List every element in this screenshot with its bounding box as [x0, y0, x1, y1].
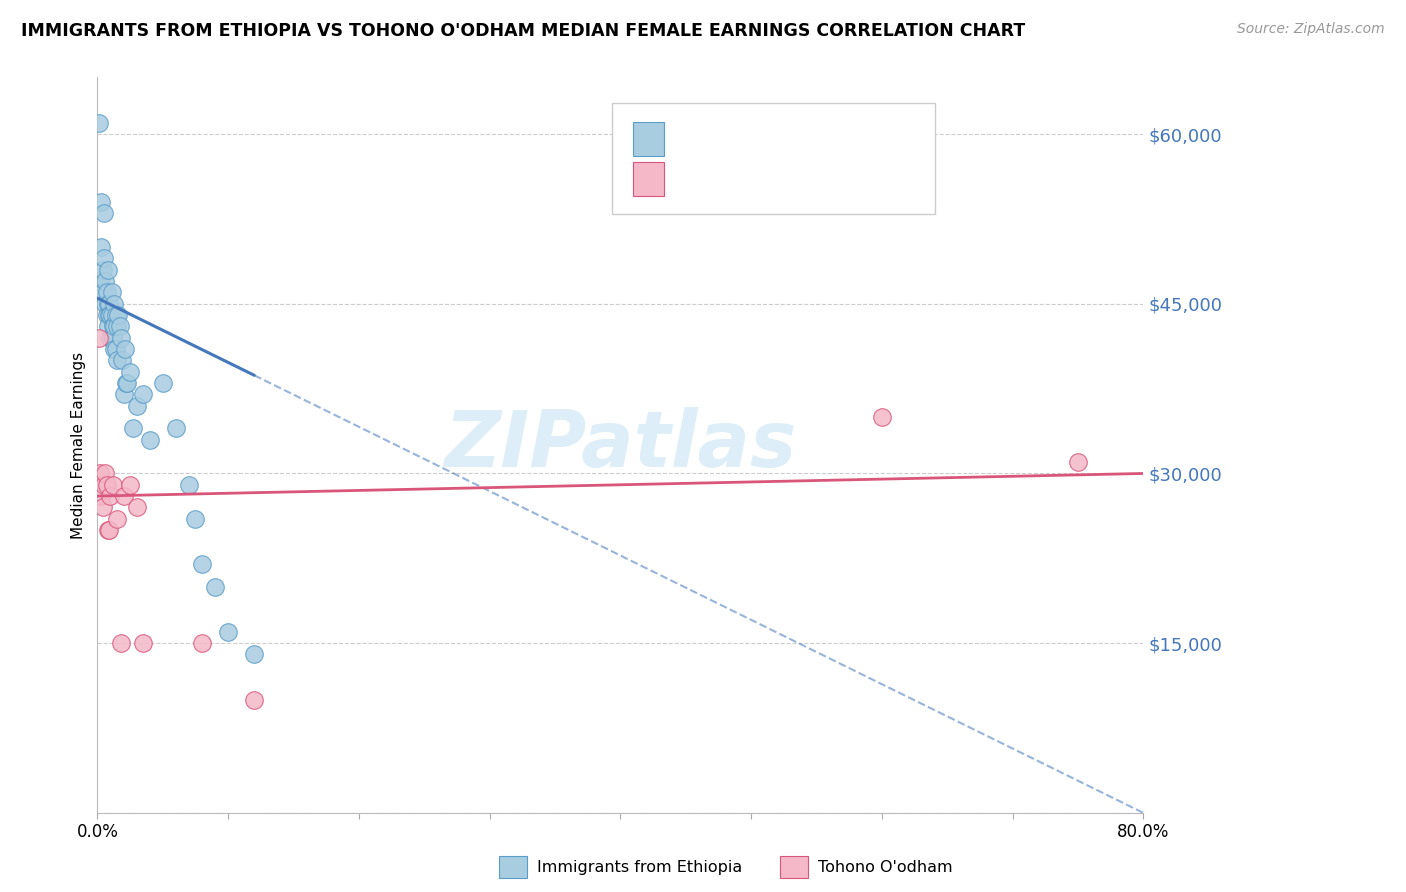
Point — [117, 376, 139, 390]
Point — [91, 285, 114, 300]
Point — [138, 433, 160, 447]
Point — [87, 116, 110, 130]
Point — [217, 624, 239, 639]
Y-axis label: Median Female Earnings: Median Female Earnings — [72, 351, 86, 539]
Point — [103, 342, 125, 356]
Point — [89, 274, 111, 288]
Text: Tohono O'odham: Tohono O'odham — [818, 860, 953, 874]
Point — [89, 467, 111, 481]
Point — [101, 319, 124, 334]
Point — [1067, 455, 1090, 469]
Point — [91, 262, 114, 277]
Point — [100, 331, 122, 345]
Point — [98, 308, 121, 322]
Point — [104, 308, 127, 322]
Point — [103, 297, 125, 311]
Point — [100, 308, 122, 322]
Point — [165, 421, 187, 435]
Point — [97, 297, 120, 311]
Text: ZIPatlas: ZIPatlas — [444, 407, 797, 483]
Point — [115, 376, 138, 390]
Point — [93, 206, 115, 220]
Point — [118, 477, 141, 491]
Point — [870, 409, 893, 424]
Point — [110, 636, 132, 650]
Point — [184, 512, 207, 526]
Point — [96, 285, 118, 300]
Text: Source: ZipAtlas.com: Source: ZipAtlas.com — [1237, 22, 1385, 37]
Point — [125, 500, 148, 515]
Point — [114, 342, 136, 356]
Point — [105, 319, 128, 334]
Point — [243, 692, 266, 706]
Point — [110, 331, 132, 345]
Point — [204, 580, 226, 594]
Text: R =  0.036   N = 21: R = 0.036 N = 21 — [675, 169, 865, 187]
Point — [87, 331, 110, 345]
Point — [132, 387, 155, 401]
Point — [103, 319, 125, 334]
Point — [100, 489, 122, 503]
Point — [132, 636, 155, 650]
Point — [177, 477, 200, 491]
Point — [104, 342, 127, 356]
Point — [118, 365, 141, 379]
Point — [97, 319, 120, 334]
Point — [96, 477, 118, 491]
Point — [111, 353, 134, 368]
Point — [98, 523, 121, 537]
Point — [93, 477, 115, 491]
Point — [152, 376, 174, 390]
Point — [93, 252, 115, 266]
Point — [90, 240, 112, 254]
Point — [94, 467, 117, 481]
Point — [94, 297, 117, 311]
Point — [100, 308, 122, 322]
Point — [101, 477, 124, 491]
Point — [108, 319, 131, 334]
Point — [96, 308, 118, 322]
Point — [243, 648, 266, 662]
Point — [98, 297, 121, 311]
Point — [191, 557, 214, 571]
Text: IMMIGRANTS FROM ETHIOPIA VS TOHONO O'ODHAM MEDIAN FEMALE EARNINGS CORRELATION CH: IMMIGRANTS FROM ETHIOPIA VS TOHONO O'ODH… — [21, 22, 1025, 40]
Point — [90, 489, 112, 503]
Point — [121, 421, 143, 435]
Point — [112, 387, 135, 401]
Point — [105, 353, 128, 368]
Point — [101, 331, 124, 345]
Point — [97, 262, 120, 277]
Text: R = -0.387   N = 51: R = -0.387 N = 51 — [675, 128, 865, 145]
Point — [97, 523, 120, 537]
Point — [107, 308, 129, 322]
Point — [94, 274, 117, 288]
Point — [90, 194, 112, 209]
Point — [100, 285, 122, 300]
Point — [112, 489, 135, 503]
Text: Immigrants from Ethiopia: Immigrants from Ethiopia — [537, 860, 742, 874]
Point — [191, 636, 214, 650]
Point — [125, 399, 148, 413]
Point — [91, 500, 114, 515]
Point — [105, 512, 128, 526]
